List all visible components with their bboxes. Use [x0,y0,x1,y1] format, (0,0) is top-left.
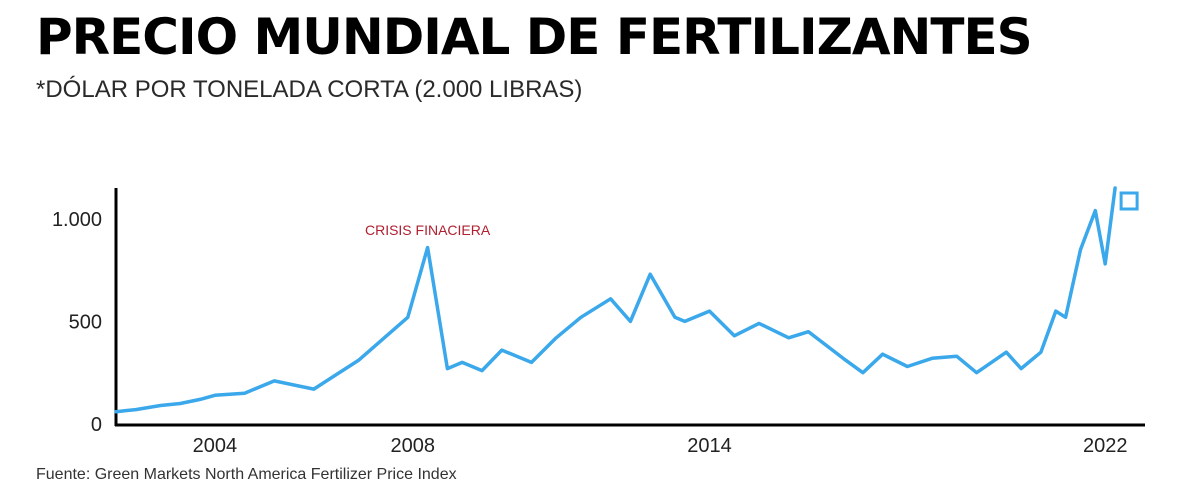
last-point-marker [1119,191,1139,211]
x-tick-label: 2004 [193,435,238,457]
x-tick-label: 2014 [687,435,732,457]
y-tick-label: 500 [69,311,102,333]
y-tick-label: 1.000 [52,209,102,231]
chart-subtitle: *DÓLAR POR TONELADA CORTA (2.000 LIBRAS) [36,76,583,103]
chart-title: PRECIO MUNDIAL DE FERTILIZANTES [36,8,1033,66]
series-line [114,186,1117,414]
x-tick-label: 2022 [1083,435,1128,457]
source-note: Fuente: Green Markets North America Fert… [36,466,457,483]
y-tick-label: 0 [91,414,102,436]
annotation-crisis-label: CRISIS FINACIERA [365,222,491,238]
x-tick-label: 2008 [391,435,436,457]
